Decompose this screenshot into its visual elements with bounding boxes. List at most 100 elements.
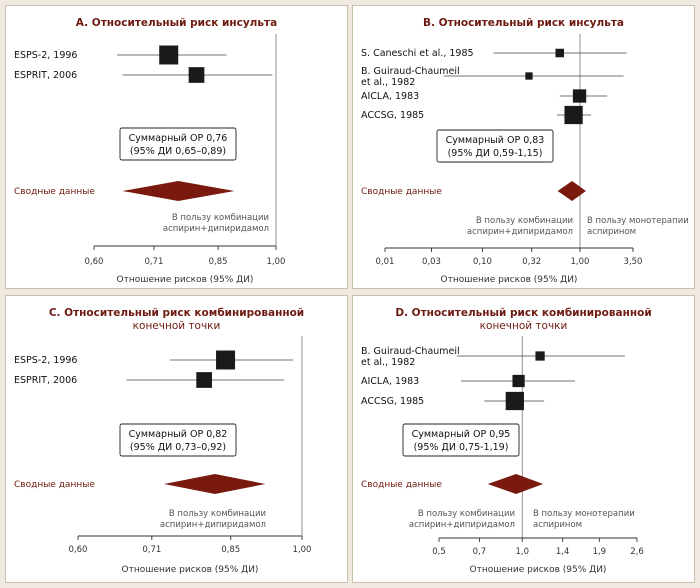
summary-diamond: [163, 474, 266, 494]
study-label-line: AICLA, 1983: [361, 91, 419, 102]
x-axis-label: Отношение рисков (95% ДИ): [117, 275, 254, 285]
study-label-line: ESPS-2, 1996: [14, 50, 77, 61]
summary-box-text: Суммарный ОР 0,76: [129, 133, 228, 144]
study-label: AICLA, 1983: [361, 91, 419, 102]
forest-panel-b: B. Относительный риск инсульта S. Canesch…: [352, 5, 695, 289]
favor-left-label: аспирин+дипиридамол: [160, 520, 266, 530]
x-tick-label: 0,10: [473, 257, 492, 267]
study-label-line: AICLA, 1983: [361, 376, 419, 387]
forest-plot-d: D. Относительный риск комбинированной кон…: [361, 307, 652, 575]
x-tick-label: 0,85: [221, 545, 240, 555]
summary-label: Сводные данные: [14, 480, 95, 490]
favor-left-label: аспирин+дипиридамол: [163, 224, 269, 234]
summary-box: [119, 423, 237, 457]
favor-right-label: В пользу монотерапии: [533, 509, 635, 519]
study-marker: [564, 105, 583, 125]
study-marker: [572, 89, 587, 103]
study-label-line: ACCSG, 1985: [361, 110, 424, 121]
x-tick-label: 0,7: [473, 547, 487, 557]
study-label: AICLA, 1983: [361, 376, 419, 387]
favor-left-label: В пользу комбинации: [476, 216, 573, 226]
study-marker: [535, 351, 545, 361]
x-tick-label: 0,71: [142, 545, 161, 555]
x-tick-label: 1,00: [570, 257, 589, 267]
study-label-line: et al., 1982: [361, 357, 415, 368]
forest-plot-a: A. Относительный риск инсульта ESPS-2, 19…: [14, 17, 286, 285]
x-axis-label: Отношение рисков (95% ДИ): [122, 565, 259, 575]
x-axis-label: Отношение рисков (95% ДИ): [441, 275, 578, 285]
summary-diamond: [122, 181, 235, 201]
summary-label: Сводные данные: [14, 187, 95, 197]
study-marker: [525, 72, 533, 80]
summary-box-text: Суммарный ОР 0,82: [129, 429, 228, 440]
x-tick-label: 0,71: [145, 257, 164, 267]
favor-left-label: В пользу комбинации: [418, 509, 515, 519]
summary-box-text: (95% ДИ 0,65–0,89): [130, 146, 226, 157]
study-marker: [512, 374, 525, 388]
x-tick-label: 0,32: [522, 257, 541, 267]
study-label: ACCSG, 1985: [361, 110, 424, 121]
favor-right-label: аспирином: [533, 520, 582, 530]
x-tick-label: 0,60: [69, 545, 88, 555]
forest-panel-d: D. Относительный риск комбинированной кон…: [352, 295, 695, 583]
forest-panel-c: C. Относительный риск комбинированной кон…: [5, 295, 348, 583]
x-tick-label: 0,85: [209, 257, 228, 267]
panel-title-line: A. Относительный риск инсульта: [76, 17, 277, 29]
study-label: ESPS-2, 1996: [14, 355, 77, 366]
panel-title-line: C. Относительный риск комбинированной: [49, 307, 304, 319]
panel-title-line: конечной точки: [133, 320, 221, 332]
x-tick-label: 2,6: [630, 547, 644, 557]
summary-box-text: (95% ДИ 0,59-1,15): [448, 148, 543, 159]
x-tick-label: 0,60: [85, 257, 104, 267]
favor-left-label: В пользу комбинации: [169, 509, 266, 519]
panel-title-line: B. Относительный риск инсульта: [423, 17, 624, 29]
study-marker: [188, 67, 205, 83]
summary-label: Сводные данные: [361, 187, 442, 197]
x-tick-label: 1,00: [267, 257, 286, 267]
x-tick-label: 1,00: [293, 545, 312, 555]
forest-plot-c: C. Относительный риск комбинированной кон…: [14, 307, 312, 575]
panel-title: D. Относительный риск комбинированной кон…: [395, 307, 651, 332]
panel-title-line: D. Относительный риск комбинированной: [395, 307, 651, 319]
summary-diamond: [487, 474, 544, 494]
favor-right-label: В пользу монотерапии: [587, 216, 689, 226]
forest-panel-a: A. Относительный риск инсульта ESPS-2, 19…: [5, 5, 348, 289]
study-label: B. Guiraud-Chaumeil et al., 1982: [361, 66, 460, 88]
summary-label: Сводные данные: [361, 480, 442, 490]
study-label: S. Caneschi et al., 1985: [361, 48, 474, 59]
study-marker: [159, 45, 179, 65]
favor-left-label: аспирин+дипиридамол: [467, 227, 573, 237]
panel-title: B. Относительный риск инсульта: [423, 17, 624, 29]
study-marker: [196, 372, 213, 388]
panel-title-line: конечной точки: [480, 320, 568, 332]
x-tick-label: 0,03: [422, 257, 441, 267]
study-marker: [216, 350, 236, 370]
summary-box: [402, 423, 520, 457]
x-tick-label: 1,0: [515, 547, 529, 557]
summary-box-text: Суммарный ОР 0,83: [446, 135, 545, 146]
x-tick-label: 0,01: [376, 257, 395, 267]
x-tick-label: 1,9: [593, 547, 607, 557]
forest-plot-b: B. Относительный риск инсульта S. Canesch…: [361, 17, 689, 285]
study-label: ESPRIT, 2006: [14, 70, 77, 81]
study-label: ESPS-2, 1996: [14, 50, 77, 61]
study-marker: [555, 48, 564, 58]
study-label-line: B. Guiraud-Chaumeil: [361, 66, 460, 77]
x-tick-label: 3,50: [624, 257, 643, 267]
panel-title: A. Относительный риск инсульта: [76, 17, 277, 29]
summary-box-text: (95% ДИ 0,75-1,19): [414, 442, 509, 453]
summary-box: [119, 127, 237, 161]
study-label-line: ACCSG, 1985: [361, 396, 424, 407]
study-label-line: B. Guiraud-Chaumeil: [361, 346, 460, 357]
study-label: B. Guiraud-Chaumeil et al., 1982: [361, 346, 460, 368]
study-label-line: ESPRIT, 2006: [14, 70, 77, 81]
study-label-line: ESPS-2, 1996: [14, 355, 77, 366]
summary-diamond: [557, 181, 586, 201]
favor-left-label: аспирин+дипиридамол: [409, 520, 515, 530]
x-axis-label: Отношение рисков (95% ДИ): [470, 565, 607, 575]
study-label-line: S. Caneschi et al., 1985: [361, 48, 474, 59]
x-tick-label: 1,4: [556, 547, 570, 557]
study-marker: [505, 391, 524, 411]
summary-box-text: Суммарный ОР 0,95: [412, 429, 511, 440]
favor-right-label: аспирином: [587, 227, 636, 237]
